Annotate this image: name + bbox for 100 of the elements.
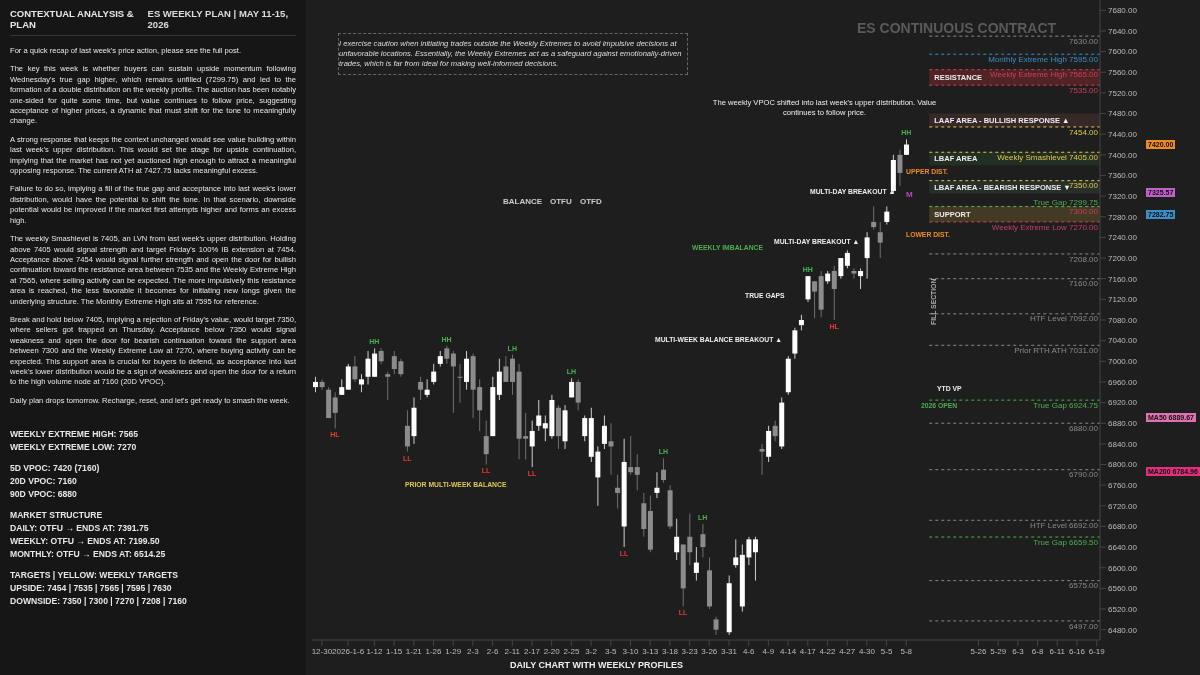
y-tick-label: 7280.00 bbox=[1108, 212, 1138, 222]
x-tick-label: 6-19 bbox=[1088, 646, 1106, 656]
x-tick-label: 2-3 bbox=[467, 646, 480, 656]
y-tick-label: 7560.00 bbox=[1108, 68, 1138, 78]
x-tick-label: 6-3 bbox=[1012, 646, 1025, 656]
x-tick-label: 6-16 bbox=[1069, 646, 1086, 656]
x-tick-label: 4-14 bbox=[780, 646, 797, 656]
ref-line-label: 7454.00 bbox=[1069, 127, 1099, 137]
text: DOWNSIDE: 7350 | 7300 | 7270 | 7208 | 7160 bbox=[10, 595, 188, 608]
text: MONTHLY: OTFU → ENDS AT: 6514.25 bbox=[10, 548, 167, 561]
y-tick-label: 6600.00 bbox=[1108, 563, 1138, 573]
x-tick-label: 2-11 bbox=[504, 646, 521, 656]
ref-line-label: HTF Level 7092.00 bbox=[1029, 314, 1099, 324]
y-tick-label: 7400.00 bbox=[1108, 150, 1138, 160]
y-tick-label: 7080.00 bbox=[1108, 315, 1138, 325]
text: 20D VPOC: 7160 bbox=[10, 475, 78, 488]
y-tick-label: 6880.00 bbox=[1108, 419, 1138, 429]
x-tick-label: 2-6 bbox=[486, 646, 499, 656]
y-tick-label: 6680.00 bbox=[1108, 522, 1138, 532]
annotation: OTFD bbox=[580, 197, 602, 208]
ref-line-label: True Gap 6924.75 bbox=[1033, 400, 1099, 410]
y-tick-label: 7520.00 bbox=[1108, 88, 1138, 98]
text: MARKET STRUCTURE bbox=[10, 509, 104, 522]
ref-line-label: 7350.00 bbox=[1069, 181, 1099, 191]
y-tick-label: 7160.00 bbox=[1108, 274, 1138, 284]
y-tick-label: 7120.00 bbox=[1108, 295, 1138, 305]
y-tick-label: 6560.00 bbox=[1108, 584, 1138, 594]
y-tick-label: 6480.00 bbox=[1108, 625, 1138, 635]
text: UPSIDE: 7454 | 7535 | 7565 | 7595 | 7630 bbox=[10, 582, 173, 595]
text: DAILY CHART WITH WEEKLY PROFILES bbox=[510, 660, 684, 672]
x-tick-label: 4-17 bbox=[799, 646, 817, 656]
text: WEEKLY: OTFU → ENDS AT: 7199.50 bbox=[10, 535, 161, 548]
ref-line-label: Monthly Extreme High 7595.00 bbox=[988, 54, 1099, 64]
x-tick-label: 6-11 bbox=[1049, 646, 1066, 656]
x-tick-label: 1-21 bbox=[405, 646, 423, 656]
y-tick-label: 7240.00 bbox=[1108, 233, 1138, 243]
x-tick-label: 1-15 bbox=[386, 646, 403, 656]
x-tick-label: 3-31 bbox=[720, 646, 738, 656]
x-tick-label: 4-27 bbox=[839, 646, 856, 656]
text: ES WEEKLY PLAN | MAY 11-15, 2026 bbox=[147, 8, 290, 30]
x-tick-label: 4-6 bbox=[742, 646, 756, 656]
y-tick-label: 7200.00 bbox=[1108, 253, 1138, 263]
x-tick-label: 5-29 bbox=[990, 646, 1007, 656]
ref-line-label: Weekly Smashlevel 7405.00 bbox=[997, 152, 1099, 162]
y-tick-label: 6800.00 bbox=[1108, 460, 1138, 470]
x-tick-label: 2-25 bbox=[563, 646, 580, 656]
x-tick-label: 2-17 bbox=[523, 646, 541, 656]
ref-line-label: 6790.00 bbox=[1069, 470, 1099, 480]
text: 90D VPOC: 6880 bbox=[10, 488, 78, 501]
x-tick-label: 3-2 bbox=[585, 646, 598, 656]
y-tick-label: 7440.00 bbox=[1108, 130, 1138, 140]
x-tick-label: 1-12 bbox=[366, 646, 383, 656]
y-tick-label: 6920.00 bbox=[1108, 398, 1138, 408]
x-tick-label: 5-5 bbox=[880, 646, 893, 656]
x-tick-label: 3-18 bbox=[661, 646, 679, 656]
x-tick-label: 3-26 bbox=[701, 646, 718, 656]
x-tick-label: 6-8 bbox=[1031, 646, 1044, 656]
ref-line-label: 6880.00 bbox=[1069, 423, 1099, 433]
y-tick-label: 6960.00 bbox=[1108, 377, 1138, 387]
text: 5D VPOC: 7420 (7160) bbox=[10, 462, 101, 475]
y-tick-label: 6520.00 bbox=[1108, 604, 1138, 614]
ref-line-label: 6575.00 bbox=[1069, 581, 1099, 591]
y-tick-label: 6720.00 bbox=[1108, 501, 1138, 511]
ref-line-label: 7630.00 bbox=[1069, 36, 1099, 46]
y-tick-label: 7680.00 bbox=[1108, 6, 1138, 16]
x-tick-label: 5-8 bbox=[900, 646, 913, 656]
y-tick-label: 6840.00 bbox=[1108, 439, 1138, 449]
y-tick-label: 7320.00 bbox=[1108, 191, 1138, 201]
text: ES CONTINUOUS CONTRACT bbox=[857, 20, 1057, 36]
y-tick-label: 7040.00 bbox=[1108, 336, 1138, 346]
text: WEEKLY EXTREME HIGH: 7565 bbox=[10, 428, 139, 441]
ref-line-label: 7535.00 bbox=[1069, 85, 1099, 95]
x-tick-label: 12-30 bbox=[311, 646, 333, 656]
ref-line-label: 6497.00 bbox=[1069, 621, 1099, 631]
x-tick-label: 4-9 bbox=[762, 646, 775, 656]
ref-line-label: True Gap 6659.50 bbox=[1033, 537, 1099, 547]
ref-line-label: 7300.00 bbox=[1069, 207, 1099, 217]
y-tick-label: 7600.00 bbox=[1108, 47, 1138, 57]
text: TARGETS | YELLOW: WEEKLY TARGETS bbox=[10, 569, 179, 582]
x-tick-label: 2-20 bbox=[543, 646, 561, 656]
annotation: M bbox=[906, 190, 913, 201]
ref-line-label: Weekly Extreme Low 7270.00 bbox=[991, 222, 1099, 232]
y-tick-label: 6760.00 bbox=[1108, 481, 1138, 490]
ref-line-label: Weekly Extreme High 7565.00 bbox=[990, 70, 1099, 80]
ref-line-label: HTF Level 6692.00 bbox=[1029, 520, 1099, 530]
x-tick-label: 3-5 bbox=[605, 646, 618, 656]
ref-line-label: 7160.00 bbox=[1069, 279, 1099, 289]
x-tick-label: 1-26 bbox=[425, 646, 443, 656]
ref-line-label: True Gap 7299.75 bbox=[1033, 197, 1099, 207]
x-tick-label: 4-30 bbox=[858, 646, 876, 656]
x-tick-label: 5-26 bbox=[970, 646, 988, 656]
text: CONTEXTUAL ANALYSIS & PLAN bbox=[10, 8, 135, 30]
y-tick-label: 7640.00 bbox=[1108, 26, 1138, 36]
x-tick-label: 4-22 bbox=[819, 646, 837, 656]
text: DAILY: OTFU → ENDS AT: 7391.75 bbox=[10, 522, 150, 535]
text: WEEKLY EXTREME LOW: 7270 bbox=[10, 441, 138, 454]
ref-line-label: Prior RTH ATH 7031.00 bbox=[1014, 345, 1099, 355]
y-tick-label: 7000.00 bbox=[1108, 357, 1138, 367]
y-tick-label: 7360.00 bbox=[1108, 171, 1138, 181]
x-tick-label: 1-29 bbox=[445, 646, 462, 656]
